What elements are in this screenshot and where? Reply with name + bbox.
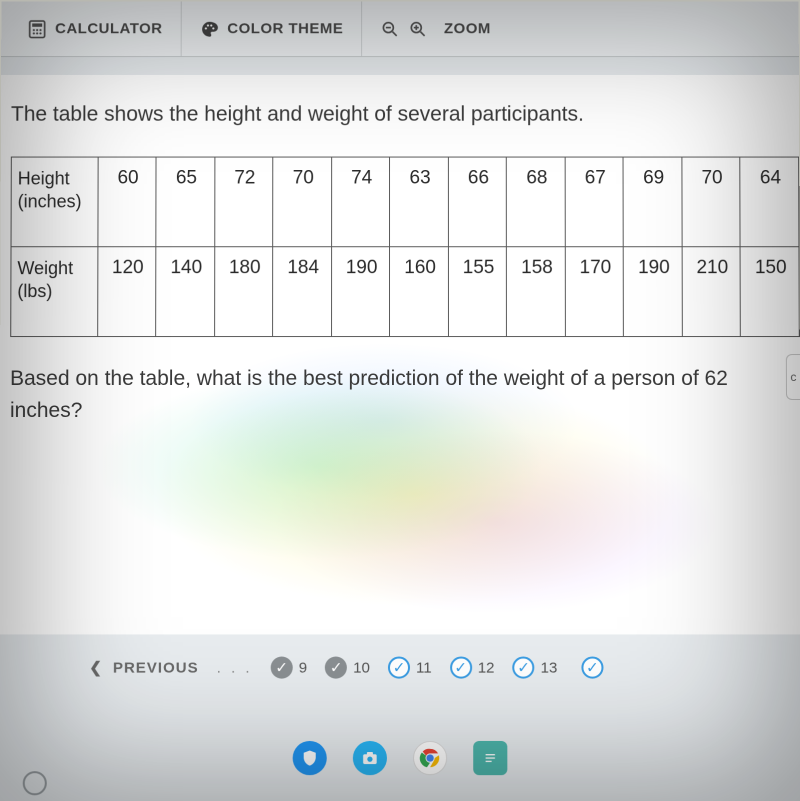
calculator-button[interactable]: CALCULATOR (9, 1, 181, 56)
side-handle[interactable]: c (786, 354, 800, 400)
table-cell: 158 (507, 247, 566, 337)
zoom-out-icon[interactable] (380, 19, 400, 39)
nav-item[interactable]: ✓ 11 (388, 657, 432, 679)
previous-label: PREVIOUS (113, 659, 199, 676)
nav-number: 11 (416, 659, 432, 676)
row-header: Height (inches) (11, 157, 98, 247)
nav-number: 13 (541, 659, 558, 676)
color-theme-label: COLOR THEME (227, 20, 343, 37)
toolbar: CALCULATOR COLOR THEME ZOOM (1, 1, 799, 57)
data-table: Height (inches) 60 65 72 70 74 63 66 68 … (10, 157, 800, 337)
table-cell: 68 (507, 157, 566, 247)
check-icon: ✓ (581, 657, 603, 679)
table-cell: 170 (565, 247, 624, 337)
camera-icon[interactable] (353, 741, 387, 775)
table-cell: 70 (682, 157, 741, 247)
table-cell: 70 (273, 157, 331, 247)
question-nav: ❮ PREVIOUS . . . ✓ 9 ✓ 10 ✓ 11 ✓ 12 ✓ 13… (0, 634, 800, 688)
table-cell: 190 (624, 247, 683, 337)
screen: CALCULATOR COLOR THEME ZOOM The table sh… (0, 1, 800, 801)
table-cell: 66 (448, 157, 506, 247)
table-cell: 184 (273, 247, 332, 337)
nav-item[interactable]: ✓ 9 (271, 657, 307, 679)
zoom-controls: ZOOM (362, 1, 509, 56)
table-cell: 74 (331, 157, 389, 247)
check-icon: ✓ (513, 657, 535, 679)
ellipsis-icon: . . . (217, 659, 253, 676)
table-cell: 63 (390, 157, 448, 247)
table-cell: 67 (565, 157, 624, 247)
check-icon: ✓ (388, 657, 410, 679)
shield-icon[interactable] (293, 741, 327, 775)
zoom-in-icon[interactable] (408, 19, 428, 39)
table-cell: 64 (740, 157, 799, 247)
nav-number: 10 (353, 659, 370, 676)
check-icon: ✓ (450, 657, 472, 679)
row-header: Weight (lbs) (11, 247, 98, 337)
check-icon: ✓ (271, 657, 293, 679)
nav-item[interactable]: ✓ 12 (450, 657, 495, 679)
table-cell: 72 (215, 157, 274, 247)
question-prompt: Based on the table, what is the best pre… (10, 363, 778, 426)
calculator-icon (27, 19, 47, 39)
table-cell: 155 (448, 247, 507, 337)
table-cell: 180 (214, 247, 273, 337)
check-icon: ✓ (325, 657, 347, 679)
question-content: The table shows the height and weight of… (0, 75, 800, 634)
table-cell: 190 (331, 247, 389, 337)
table-cell: 69 (623, 157, 682, 247)
palette-icon (199, 19, 219, 39)
nav-number: 12 (478, 659, 495, 676)
table-row: Height (inches) 60 65 72 70 74 63 66 68 … (11, 157, 799, 247)
color-theme-button[interactable]: COLOR THEME (181, 1, 362, 56)
previous-button[interactable]: ❮ PREVIOUS (89, 659, 198, 677)
table-cell: 140 (156, 247, 215, 337)
nav-item[interactable]: ✓ 13 (513, 657, 558, 679)
taskbar (0, 733, 800, 783)
question-intro: The table shows the height and weight of… (11, 103, 777, 127)
nav-item[interactable]: ✓ 10 (325, 657, 370, 679)
zoom-label: ZOOM (444, 20, 491, 37)
table-cell: 210 (682, 247, 741, 337)
table-cell: 60 (98, 157, 157, 247)
table-row: Weight (lbs) 120 140 180 184 190 160 155… (11, 247, 800, 337)
notes-icon[interactable] (473, 741, 507, 775)
nav-number: 9 (299, 659, 307, 676)
calculator-label: CALCULATOR (55, 20, 162, 37)
table-cell: 120 (97, 247, 156, 337)
chrome-icon[interactable] (413, 741, 447, 775)
chevron-left-icon: ❮ (89, 659, 103, 677)
table-cell: 65 (156, 157, 215, 247)
table-cell: 150 (740, 247, 799, 337)
table-cell: 160 (390, 247, 448, 337)
